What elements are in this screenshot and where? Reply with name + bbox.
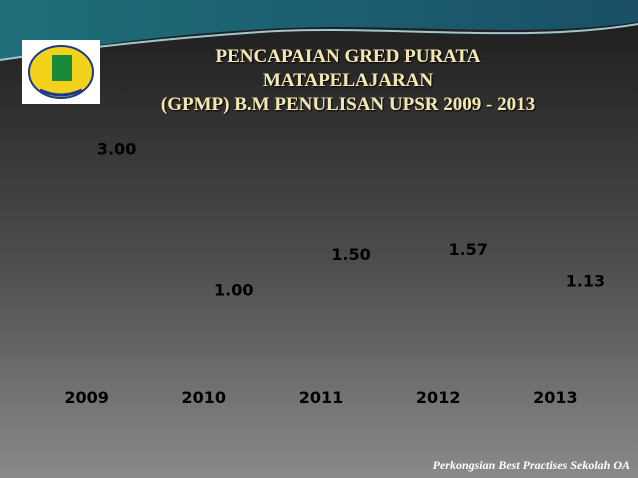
x-tick-label: 2010: [182, 388, 227, 407]
x-tick-label: 2011: [299, 388, 344, 407]
x-tick-label: 2012: [416, 388, 461, 407]
title-line: PENCAPAIAN GRED PURATA: [216, 46, 481, 67]
data-label: 3.00: [97, 139, 136, 158]
footer: Perkongsian Best Practises Sekolah OA: [433, 458, 630, 472]
title-line: MATAPELAJARAN: [263, 70, 434, 91]
logo: [22, 40, 100, 104]
header-swoosh: [0, 0, 638, 60]
x-tick-label: 2009: [64, 388, 109, 407]
x-tick-label: 2013: [533, 388, 578, 407]
data-label: 1.50: [331, 245, 370, 264]
data-label: 1.57: [448, 240, 487, 259]
title-line: (GPMP) B.M PENULISAN UPSR 2009 - 2013: [161, 94, 535, 115]
data-label: 1.00: [214, 280, 253, 299]
data-label: 1.13: [566, 271, 605, 290]
